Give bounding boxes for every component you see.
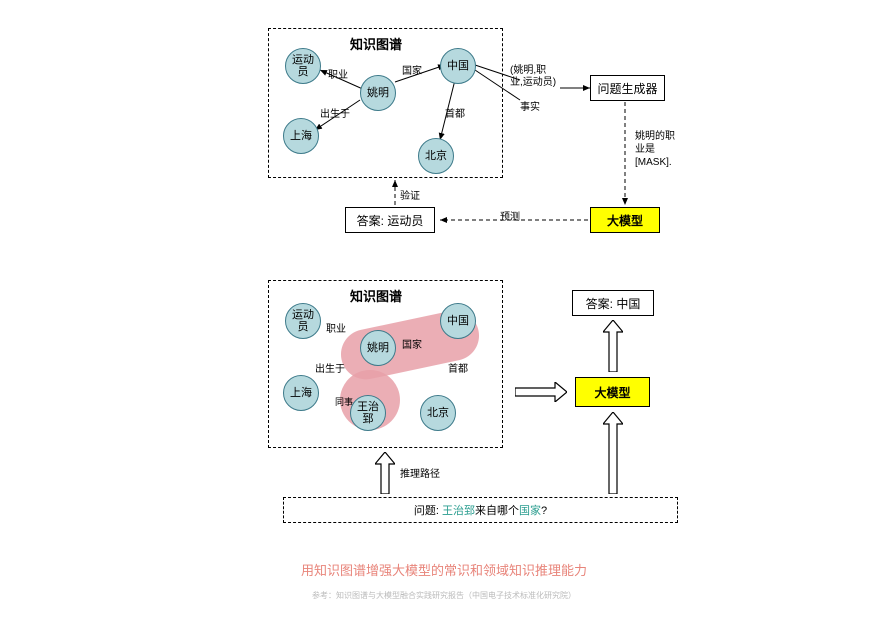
edge-country-bottom: 国家 xyxy=(402,336,422,351)
reasoning-path-label: 推理路径 xyxy=(400,465,440,480)
node-china-top: 中国 xyxy=(440,48,476,84)
edge-country-top: 国家 xyxy=(402,62,422,77)
qgen-label: 问题生成器 xyxy=(597,80,657,97)
predict-label: 预测 xyxy=(500,208,520,223)
answer-top-label: 答案: 运动员 xyxy=(357,212,424,229)
edge-occupation-top: 职业 xyxy=(328,66,348,81)
node-shanghai-top-label: 上海 xyxy=(290,130,312,142)
node-yaoming-bottom-label: 姚明 xyxy=(367,342,389,354)
llm-top-label: 大模型 xyxy=(607,212,643,229)
node-shanghai-bottom: 上海 xyxy=(283,375,319,411)
caption: 用知识图谱增强大模型的常识和领域知识推理能力 xyxy=(0,560,888,579)
node-shanghai-top: 上海 xyxy=(283,118,319,154)
node-shanghai-bottom-label: 上海 xyxy=(290,387,312,399)
edge-teammate-bottom: 同事 xyxy=(335,395,353,408)
node-yaoming-top-label: 姚明 xyxy=(367,87,389,99)
answer-box-top: 答案: 运动员 xyxy=(345,207,435,233)
node-athlete-bottom: 运动 员 xyxy=(285,303,321,339)
node-china-top-label: 中国 xyxy=(447,60,469,72)
verify-label: 验证 xyxy=(400,187,420,202)
llm-bottom-label: 大模型 xyxy=(594,384,630,401)
arrow-kg-to-llm xyxy=(515,382,567,402)
fact-tuple-label: (姚明,职 业,运动员) xyxy=(510,65,556,89)
llm-box-top: 大模型 xyxy=(590,207,660,233)
node-wangzhizhi-bottom-label: 王治 郅 xyxy=(357,401,379,425)
node-beijing-top-label: 北京 xyxy=(425,150,447,162)
answer-box-bottom: 答案: 中国 xyxy=(572,290,654,316)
arrow-question-to-llm xyxy=(603,412,623,494)
q-mid: 来自哪个 xyxy=(475,505,519,517)
edge-capital-bottom: 首都 xyxy=(448,360,468,375)
answer-bottom-label: 答案: 中国 xyxy=(586,295,641,312)
q-key: 国家 xyxy=(519,505,541,517)
arrow-llm-to-answer xyxy=(603,320,623,372)
q-suffix: ? xyxy=(541,505,547,517)
arrow-question-to-kg xyxy=(375,452,395,494)
q-prefix: 问题: xyxy=(414,505,442,517)
edge-bornin-bottom: 出生于 xyxy=(315,360,345,375)
node-china-bottom-label: 中国 xyxy=(447,315,469,327)
node-beijing-bottom: 北京 xyxy=(420,395,456,431)
diagram-root: 知识图谱 运动 员 姚明 中国 上海 北京 职业 国家 出生 xyxy=(0,0,888,626)
kg-title-bottom: 知识图谱 xyxy=(350,286,402,305)
fact-word: 事实 xyxy=(520,98,540,113)
qgen-output-label: 姚明的职 业是 [MASK]. xyxy=(635,130,675,169)
node-yaoming-top: 姚明 xyxy=(360,75,396,111)
footnote: 参考：知识图谱与大模型融合实践研究报告（中国电子技术标准化研究院） xyxy=(0,590,888,601)
edge-bornin-top: 出生于 xyxy=(320,105,350,120)
q-entity: 王治郅 xyxy=(442,505,475,517)
node-athlete-top: 运动 员 xyxy=(285,48,321,84)
question-box: 问题: 王治郅来自哪个国家? xyxy=(283,497,678,523)
node-beijing-bottom-label: 北京 xyxy=(427,407,449,419)
node-china-bottom: 中国 xyxy=(440,303,476,339)
node-wangzhizhi-bottom: 王治 郅 xyxy=(350,395,386,431)
question-text: 问题: 王治郅来自哪个国家? xyxy=(414,502,547,518)
node-athlete-top-label: 运动 员 xyxy=(292,54,314,78)
question-generator-box: 问题生成器 xyxy=(590,75,665,101)
node-yaoming-bottom: 姚明 xyxy=(360,330,396,366)
edge-capital-top: 首都 xyxy=(445,105,465,120)
llm-box-bottom: 大模型 xyxy=(575,377,650,407)
kg-title-top: 知识图谱 xyxy=(350,34,402,53)
edge-occupation-bottom: 职业 xyxy=(326,320,346,335)
node-beijing-top: 北京 xyxy=(418,138,454,174)
node-athlete-bottom-label: 运动 员 xyxy=(292,309,314,333)
